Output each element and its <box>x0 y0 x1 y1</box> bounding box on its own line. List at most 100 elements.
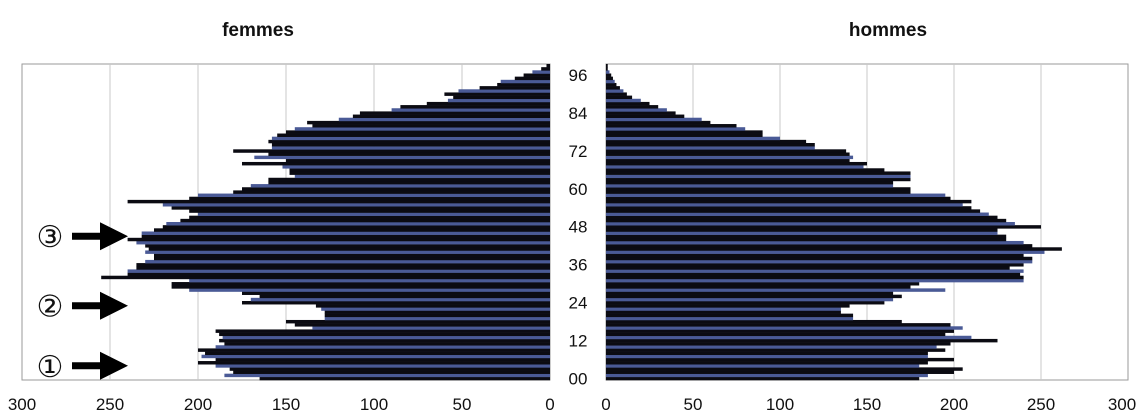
generation-marker: ① <box>37 350 128 385</box>
femmes-bar <box>189 215 550 220</box>
femmes-bar <box>136 263 550 267</box>
femmes-bar <box>154 253 550 258</box>
hommes-panel-title: hommes <box>849 20 927 41</box>
hommes-bar <box>606 329 954 333</box>
hommes-bar <box>606 250 1045 254</box>
femmes-bar <box>136 240 550 245</box>
femmes-bar <box>242 187 550 191</box>
femmes-bar <box>180 218 550 223</box>
hommes-bar <box>606 130 763 134</box>
femmes-bar <box>201 354 550 359</box>
hommes-bar <box>606 348 946 352</box>
hommes-bar <box>606 222 1015 226</box>
femmes-bar <box>127 199 550 204</box>
hommes-bar <box>606 354 928 359</box>
femmes-bar <box>222 335 550 340</box>
hommes-bar <box>606 364 920 368</box>
hommes-bar <box>606 143 815 147</box>
femmes-bar <box>219 332 550 337</box>
femmes-bar <box>277 133 550 137</box>
femmes-bar <box>338 117 550 122</box>
hommes-bar <box>606 231 998 235</box>
hommes-bar <box>606 244 1033 248</box>
hommes-bar <box>606 367 963 371</box>
femmes-bar <box>324 310 550 314</box>
femmes-bar <box>289 168 550 172</box>
hommes-bar <box>606 285 911 289</box>
hommes-bar <box>606 120 711 125</box>
hommes-bar <box>606 165 864 169</box>
femmes-bar <box>224 342 550 346</box>
age-axis-labels: 00 12 24 36 48 60 72 84 96 <box>569 66 588 388</box>
femmes-bar <box>259 294 550 299</box>
femmes-bar <box>458 89 550 93</box>
hommes-bar <box>606 376 920 381</box>
femmes-bar <box>166 222 550 226</box>
femmes-bar <box>282 165 550 169</box>
femmes-bar <box>286 130 550 134</box>
femmes-bar <box>324 313 550 318</box>
hommes-bar <box>606 108 667 112</box>
femmes-bar <box>294 323 550 327</box>
femmes-bar <box>224 373 550 378</box>
hommes-bar <box>606 297 894 302</box>
x-tick-label: 150 <box>272 395 300 414</box>
hommes-bar <box>606 171 911 175</box>
hommes-bar <box>606 111 676 115</box>
hommes-bar <box>606 168 885 172</box>
femmes-bar <box>198 212 550 216</box>
hommes-bar <box>606 234 1007 239</box>
femmes-bar <box>242 161 550 166</box>
femmes-bar <box>101 275 550 280</box>
hommes-bar <box>606 373 928 378</box>
hommes-bar <box>606 67 608 71</box>
hommes-bar <box>606 345 937 349</box>
hommes-bar <box>606 288 946 292</box>
femmes-bar <box>321 307 550 311</box>
femmes-bar <box>271 143 550 147</box>
age-label: 36 <box>569 256 588 275</box>
femmes-bar <box>259 376 550 381</box>
x-tick-label: 200 <box>184 395 212 414</box>
femmes-bar <box>127 269 550 273</box>
femmes-bar <box>242 291 550 295</box>
hommes-bar <box>606 319 902 324</box>
femmes-bar <box>400 105 550 109</box>
hommes-bar <box>606 174 911 179</box>
x-tick-label: 300 <box>1108 395 1136 414</box>
femmes-bar <box>198 361 550 365</box>
hommes-bar <box>606 332 946 337</box>
hommes-bar <box>606 263 1024 267</box>
femmes-bar <box>315 304 550 308</box>
hommes-bar <box>606 247 1062 251</box>
x-tick-label: 300 <box>8 395 36 414</box>
femmes-x-ticks: 300 250 200 150 100 50 0 <box>8 395 555 414</box>
femmes-bar <box>307 120 550 125</box>
x-tick-label: 50 <box>453 395 472 414</box>
hommes-bar <box>606 370 954 374</box>
femmes-bar <box>141 234 550 239</box>
femmes-bar <box>215 345 550 349</box>
femmes-bar <box>136 266 550 270</box>
hommes-bar <box>606 105 659 109</box>
hommes-bar <box>606 73 612 77</box>
femmes-bar <box>286 158 550 163</box>
femmes-bar <box>242 301 550 305</box>
marker-label: ② <box>37 290 64 325</box>
hommes-bar <box>606 70 610 74</box>
femmes-bar <box>294 174 550 179</box>
age-label: 12 <box>569 332 588 351</box>
femmes-bar <box>268 139 550 144</box>
femmes-bar <box>523 73 550 77</box>
femmes-bar <box>145 250 550 254</box>
generation-markers: ③ ② ① <box>37 220 128 385</box>
femmes-bar <box>268 177 550 182</box>
hommes-bar <box>606 278 1024 283</box>
hommes-bar <box>606 357 954 362</box>
hommes-bar <box>606 253 1024 258</box>
marker-arrow-head <box>100 222 128 251</box>
hommes-bar <box>606 92 627 96</box>
hommes-bar <box>606 117 702 122</box>
femmes-bar <box>286 319 550 324</box>
marker-label: ③ <box>37 220 64 255</box>
